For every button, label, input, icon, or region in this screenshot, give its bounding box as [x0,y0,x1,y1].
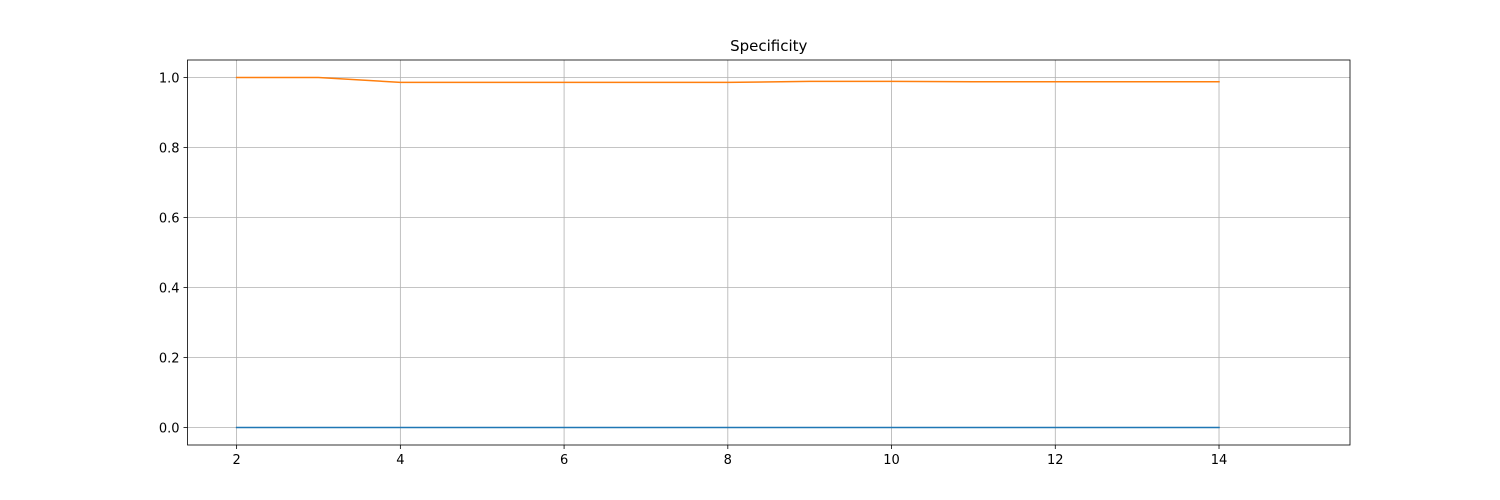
grid [187,60,1350,445]
y-tick-label: 0.6 [159,212,180,227]
series-line-2 [235,76,1220,84]
y-tick-label: 0.2 [159,352,180,367]
x-tick-label: 2 [232,453,240,468]
axes-frame [187,59,1351,446]
x-tick-label: 14 [1211,453,1228,468]
chart-title: Specificity [730,37,807,55]
ticks: 2 4 6 8 10 12 14 0.0 0.2 0.4 0.6 0.8 1.0 [159,72,1227,469]
y-tick-label: 0.8 [159,142,180,157]
x-tick-label: 6 [560,453,568,468]
y-tick-label: 0.0 [159,422,180,437]
x-tick-label: 12 [1047,453,1064,468]
y-tick-label: 0.4 [159,282,180,297]
y-tick-label: 1.0 [159,72,180,87]
x-tick-label: 8 [724,453,732,468]
x-tick-label: 10 [883,453,900,468]
series-group [235,76,1220,429]
x-tick-label: 4 [396,453,404,468]
